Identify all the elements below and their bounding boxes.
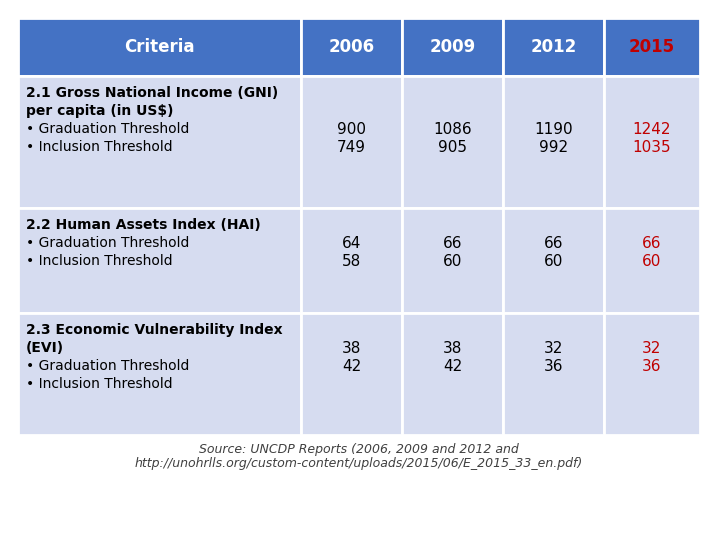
Bar bbox=[402, 313, 503, 435]
Text: 38: 38 bbox=[443, 341, 462, 356]
Bar bbox=[301, 18, 402, 76]
Text: 2.1 Gross National Income (GNI): 2.1 Gross National Income (GNI) bbox=[26, 86, 278, 100]
Text: 64: 64 bbox=[342, 236, 361, 251]
Bar bbox=[18, 76, 301, 208]
Bar bbox=[18, 208, 301, 313]
Text: • Graduation Threshold: • Graduation Threshold bbox=[26, 236, 189, 250]
Bar bbox=[301, 208, 402, 313]
Text: 749: 749 bbox=[337, 140, 366, 155]
Bar bbox=[503, 208, 604, 313]
Bar bbox=[18, 313, 301, 435]
Text: 2015: 2015 bbox=[629, 38, 675, 56]
Text: 66: 66 bbox=[544, 236, 563, 251]
Text: 2006: 2006 bbox=[328, 38, 374, 56]
Bar bbox=[18, 18, 301, 76]
Text: 60: 60 bbox=[443, 254, 462, 269]
Text: 66: 66 bbox=[642, 236, 662, 251]
Bar bbox=[503, 76, 604, 208]
Text: per capita (in US$): per capita (in US$) bbox=[26, 104, 174, 118]
Text: (EVI): (EVI) bbox=[26, 341, 64, 355]
Text: 60: 60 bbox=[544, 254, 563, 269]
Text: 32: 32 bbox=[544, 341, 563, 356]
Text: 42: 42 bbox=[342, 359, 361, 374]
Bar bbox=[402, 18, 503, 76]
Text: 1086: 1086 bbox=[433, 122, 472, 137]
Text: 900: 900 bbox=[337, 122, 366, 137]
Text: 38: 38 bbox=[342, 341, 361, 356]
Text: 2012: 2012 bbox=[530, 38, 577, 56]
Text: 1035: 1035 bbox=[633, 140, 671, 155]
Text: • Inclusion Threshold: • Inclusion Threshold bbox=[26, 377, 173, 391]
Text: 66: 66 bbox=[443, 236, 462, 251]
Bar bbox=[503, 313, 604, 435]
Bar bbox=[301, 76, 402, 208]
Bar bbox=[604, 18, 700, 76]
Bar bbox=[402, 76, 503, 208]
Text: 1242: 1242 bbox=[633, 122, 671, 137]
Bar bbox=[301, 313, 402, 435]
Text: 2009: 2009 bbox=[429, 38, 475, 56]
Text: • Inclusion Threshold: • Inclusion Threshold bbox=[26, 254, 173, 268]
Text: 992: 992 bbox=[539, 140, 568, 155]
Bar bbox=[604, 208, 700, 313]
Text: Criteria: Criteria bbox=[125, 38, 195, 56]
Bar bbox=[604, 313, 700, 435]
Text: 36: 36 bbox=[544, 359, 563, 374]
Text: 1190: 1190 bbox=[534, 122, 572, 137]
Text: 32: 32 bbox=[642, 341, 662, 356]
Text: http://unohrlls.org/custom-content/uploads/2015/06/E_2015_33_en.pdf): http://unohrlls.org/custom-content/uploa… bbox=[135, 457, 583, 470]
Text: 36: 36 bbox=[642, 359, 662, 374]
Text: 905: 905 bbox=[438, 140, 467, 155]
Bar bbox=[503, 18, 604, 76]
Text: 42: 42 bbox=[443, 359, 462, 374]
Text: 2.3 Economic Vulnerability Index: 2.3 Economic Vulnerability Index bbox=[26, 323, 283, 337]
Text: • Graduation Threshold: • Graduation Threshold bbox=[26, 122, 189, 136]
Text: • Graduation Threshold: • Graduation Threshold bbox=[26, 359, 189, 373]
Text: • Inclusion Threshold: • Inclusion Threshold bbox=[26, 140, 173, 154]
Text: 58: 58 bbox=[342, 254, 361, 269]
Bar bbox=[402, 208, 503, 313]
Bar bbox=[604, 76, 700, 208]
Text: Source: UNCDP Reports (2006, 2009 and 2012 and: Source: UNCDP Reports (2006, 2009 and 20… bbox=[199, 443, 519, 456]
Text: 2.2 Human Assets Index (HAI): 2.2 Human Assets Index (HAI) bbox=[26, 218, 261, 232]
Text: 60: 60 bbox=[642, 254, 662, 269]
